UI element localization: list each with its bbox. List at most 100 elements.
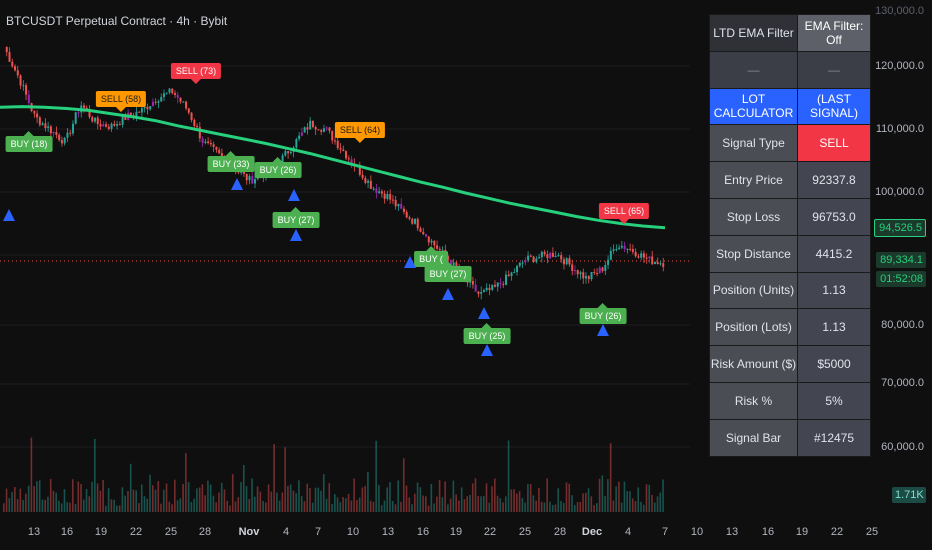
- candle-body: [334, 140, 336, 142]
- volume-bar: [69, 502, 71, 512]
- time-axis-label: 16: [60, 526, 74, 538]
- candle-body: [505, 274, 508, 285]
- candle-body: [190, 112, 193, 120]
- volume-bar: [565, 482, 568, 512]
- volume-bar: [488, 502, 491, 512]
- candle-body: [350, 159, 353, 164]
- candle-body: [656, 261, 659, 265]
- candle-body: [201, 138, 204, 143]
- volume-bar: [397, 480, 400, 512]
- volume-bar: [209, 484, 212, 512]
- time-axis-label: 22: [483, 526, 497, 538]
- volume-bar: [391, 500, 394, 512]
- volume-bar: [364, 485, 366, 512]
- candle-body: [590, 272, 593, 280]
- volume-bar: [317, 487, 320, 512]
- candle-body: [474, 284, 477, 292]
- volume-bar: [623, 481, 626, 512]
- candle-body: [102, 124, 105, 127]
- buy-arrow-icon: [597, 324, 609, 336]
- candle-body: [413, 218, 416, 224]
- volume-bar: [540, 501, 543, 512]
- volume-bar: [618, 481, 620, 512]
- volume-bar: [656, 496, 659, 512]
- volume-bar: [143, 496, 146, 512]
- volume-bar: [267, 484, 270, 512]
- volume-bar: [154, 489, 157, 512]
- volume-bar: [201, 484, 204, 512]
- candle-body: [306, 127, 309, 130]
- volume-bar: [168, 501, 171, 512]
- volume-bar: [560, 501, 562, 512]
- volume-bar: [303, 501, 306, 512]
- candle-body: [124, 115, 127, 120]
- row-label: Position (Units): [709, 271, 798, 310]
- candle-body: [287, 151, 290, 154]
- volume-bar: [645, 484, 648, 512]
- candle-body: [146, 106, 149, 110]
- candle-body: [25, 85, 28, 95]
- row-value: 1.13: [797, 271, 871, 310]
- candle-body: [298, 135, 301, 140]
- candle-body: [94, 117, 97, 122]
- volume-bar: [300, 496, 303, 512]
- price-label: 60,000.0: [881, 441, 924, 453]
- candle-body: [207, 141, 210, 143]
- candle-body: [535, 258, 538, 262]
- volume-bar: [157, 481, 160, 512]
- row-value: 92337.8: [797, 161, 871, 199]
- volume-bar: [322, 474, 325, 512]
- candle-body: [499, 282, 502, 284]
- sell-signal-label: SELL (58): [95, 91, 147, 112]
- volume-bar: [573, 505, 576, 512]
- candle-body: [41, 123, 44, 125]
- volume-bar: [160, 503, 162, 512]
- volume-bar: [458, 500, 460, 512]
- volume-bar: [499, 498, 502, 512]
- candle-body: [367, 180, 370, 183]
- candle-body: [369, 180, 372, 189]
- candle-body: [300, 132, 303, 136]
- candle-body: [416, 218, 419, 229]
- candle-body: [5, 47, 8, 53]
- candle-body: [245, 173, 248, 181]
- volume-bar: [58, 500, 60, 512]
- volume-bar: [405, 485, 408, 512]
- candle-body: [659, 263, 662, 265]
- time-axis-label: 25: [518, 526, 532, 538]
- candle-body: [107, 126, 110, 129]
- volume-bar: [281, 492, 284, 512]
- volume-bar: [278, 500, 281, 512]
- volume-bar: [535, 500, 537, 512]
- volume-bar: [105, 505, 107, 512]
- volume-bar: [546, 478, 548, 512]
- candle-body: [179, 97, 182, 102]
- candle-body: [8, 52, 11, 62]
- row-value: 1.13: [797, 308, 871, 347]
- candle-body: [44, 123, 47, 129]
- volume-bar: [436, 496, 438, 512]
- signal-type-value: SELL: [797, 124, 871, 163]
- candle-body: [358, 165, 361, 175]
- volume-bar: [590, 496, 593, 512]
- candle-body: [14, 66, 17, 71]
- candle-body: [573, 270, 576, 272]
- row-value: 4415.2: [797, 234, 871, 273]
- blank-cell: —: [797, 50, 871, 89]
- candle-body: [626, 248, 629, 250]
- volume-bar: [295, 493, 297, 512]
- candle-body: [612, 249, 615, 251]
- volume-bar: [582, 493, 584, 512]
- volume-bar: [11, 492, 13, 512]
- candle-body: [99, 124, 102, 127]
- volume-bar: [620, 502, 623, 512]
- volume-bar: [598, 478, 601, 512]
- volume-bar: [129, 463, 132, 512]
- symbol-title: BTCUSDT Perpetual Contract · 4h · Bybit: [6, 14, 228, 28]
- volume-bar: [138, 503, 140, 512]
- candle-body: [637, 256, 640, 258]
- volume-bar: [521, 498, 524, 512]
- candle-body: [477, 291, 480, 294]
- candle-body: [289, 151, 292, 154]
